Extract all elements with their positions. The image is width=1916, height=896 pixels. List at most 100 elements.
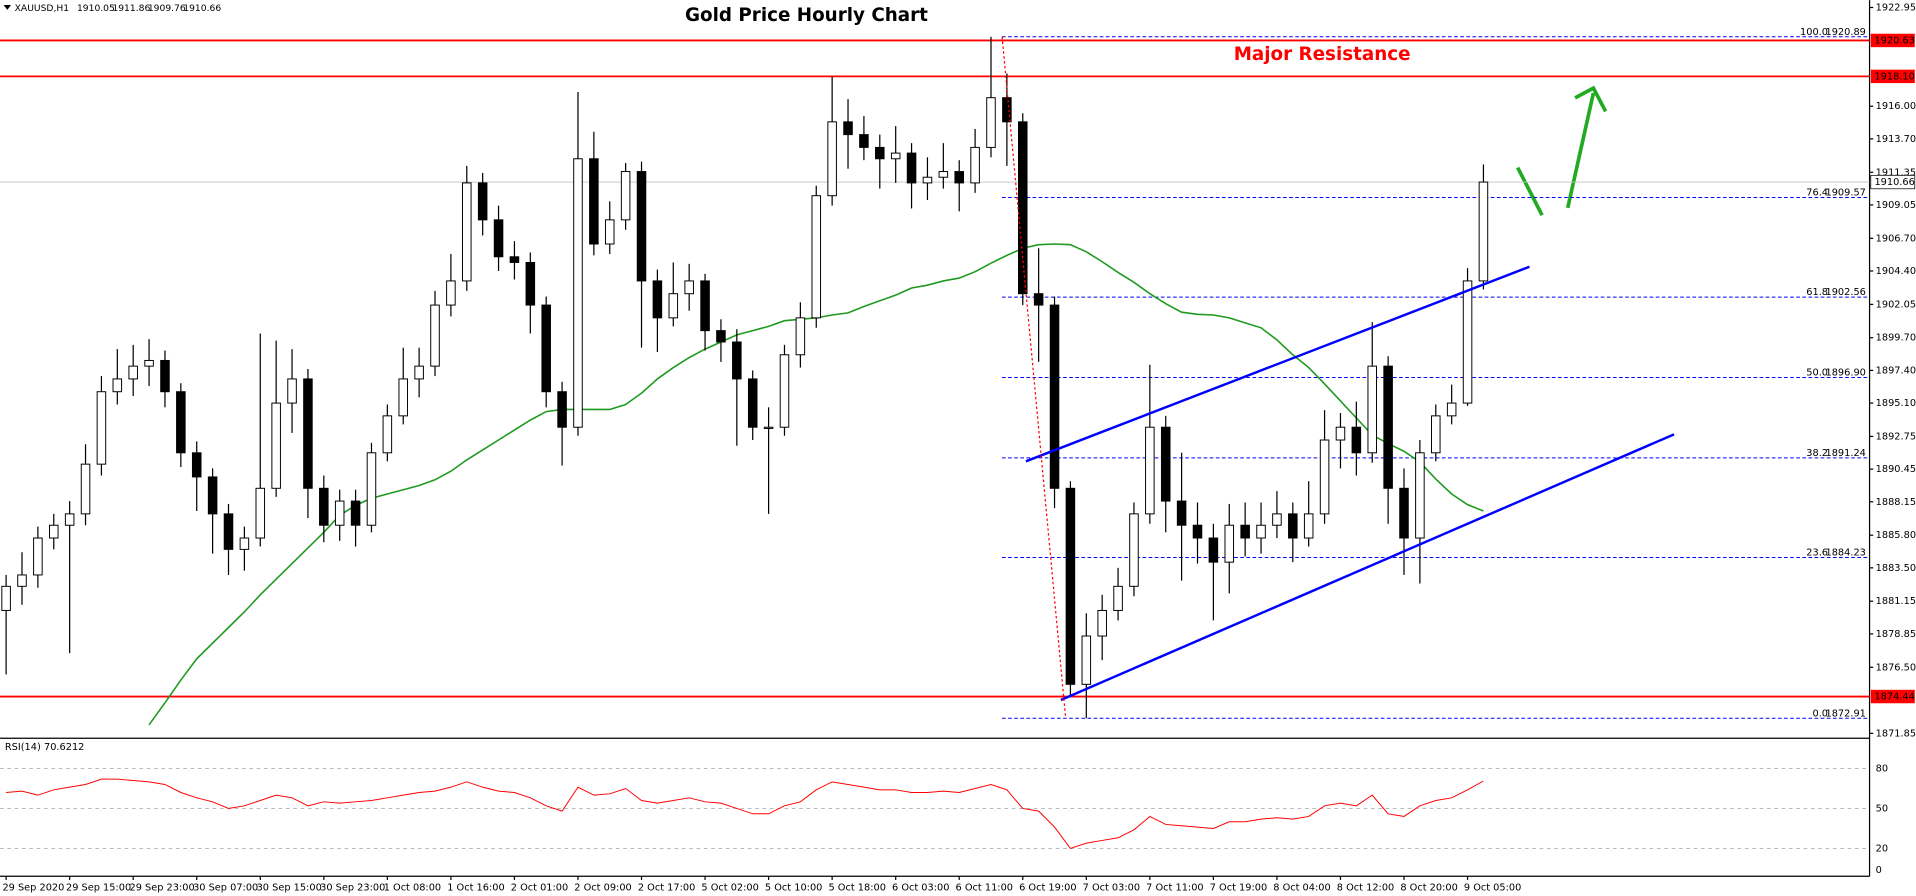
x-tick-label: 7 Oct 03:00 [1083,882,1140,893]
annotation: Major Resistance [1234,44,1411,65]
x-tick-label: 8 Oct 20:00 [1400,882,1457,893]
candle-body [700,280,710,332]
y-tick-label: 1913.70 [1876,134,1916,145]
candle-body [763,426,774,429]
y-tick-label: 1897.40 [1876,365,1916,376]
candle-body [191,452,202,478]
candle-body [1017,121,1028,295]
arrow-dip [1516,166,1544,217]
candle-body [1303,513,1314,539]
candle-body [1049,304,1060,489]
x-tick-label: 8 Oct 04:00 [1273,882,1330,893]
candle-body [1415,452,1425,539]
x-tick-label: 29 Sep 2020 [2,882,64,893]
y-tick-label: 1906.70 [1876,233,1916,244]
y-tick-label: 80 [1876,764,1888,775]
x-tick-label: 29 Sep 15:00 [66,882,131,893]
candle-body [303,378,313,489]
candle-body [1399,487,1409,539]
x-tick-label: 1 Oct 16:00 [447,882,504,893]
x-tick-label: 9 Oct 05:00 [1464,882,1521,893]
candle-body [684,280,694,295]
level-label: 1874.44 [1874,692,1914,703]
candle-body [604,219,615,245]
candle-body [96,391,107,465]
candle-body [33,537,43,576]
candle-body [414,365,424,380]
chart-title: Gold Price Hourly Chart [685,5,928,26]
arrow-up [1565,92,1596,209]
y-tick-label: 1909.05 [1876,200,1916,211]
candle-body [716,330,726,343]
candle-body [223,513,234,550]
candle-body [1335,426,1346,441]
candle-body [557,391,567,428]
x-tick-label: 2 Oct 17:00 [638,882,695,893]
candle-body [827,121,837,197]
candle-body [906,152,917,184]
y-tick-label: 1871.85 [1876,728,1916,739]
x-tick-label: 5 Oct 18:00 [828,882,885,893]
x-tick-label: 6 Oct 11:00 [956,882,1013,893]
candle-body [573,158,583,428]
x-tick-label: 30 Sep 15:00 [257,882,322,893]
candle-body [493,219,504,258]
y-tick-label: 1883.50 [1876,563,1916,574]
x-tick-label: 30 Sep 07:00 [193,882,258,893]
x-tick-label: 2 Oct 01:00 [511,882,568,893]
candle-body [176,391,186,454]
candle-body [1192,524,1203,539]
candle-body [1081,635,1092,685]
fib-ratio: 23.6 [1806,548,1828,559]
y-tick-label: 1899.70 [1876,333,1916,344]
arrow-head [1574,85,1608,113]
candle-body [1462,280,1473,404]
candle-body [1256,524,1266,539]
y-tick-label: 50 [1876,803,1888,814]
candle-body [80,463,91,515]
candle-body [525,261,536,306]
arrows [1516,85,1608,217]
candle-body [875,146,885,160]
candle-body [207,476,218,515]
candle-body [1478,181,1489,282]
candle-body [636,171,647,282]
candle-body [239,537,250,550]
fib-price: 1909.57 [1826,188,1866,199]
candle-body [859,134,869,148]
candle-body [509,256,520,263]
x-tick-label: 6 Oct 19:00 [1019,882,1076,893]
candle-body [652,280,663,319]
y-tick-label: 1922.95 [1876,2,1916,13]
candle-body [1097,609,1107,637]
candle-body [64,513,75,526]
candle-body [1002,97,1012,123]
y-tick-label: 1881.15 [1876,596,1916,607]
fib-price: 1920.89 [1826,27,1866,38]
fib-ratio: 38.2 [1806,448,1828,459]
fib-ratio: 76.4 [1806,188,1828,199]
candle-body [986,97,996,148]
price-plot [0,36,1870,726]
y-tick-label: 0 [1876,865,1882,876]
y-tick-label: 1888.15 [1876,497,1916,508]
candle-body [747,378,758,428]
candle-body [430,304,440,367]
y-tick-label: 1878.85 [1876,629,1916,640]
x-tick-label: 7 Oct 11:00 [1146,882,1203,893]
candle-body [446,280,456,306]
x-tick-label: 5 Oct 02:00 [701,882,758,893]
candle-body [1319,439,1330,515]
candle-body [1240,524,1250,539]
candle-body [160,359,170,393]
candle-body [128,365,138,380]
candle-body [1224,524,1235,563]
candle-body [589,158,599,245]
trendline [1001,36,1067,719]
y-tick-label: 1911.35 [1876,167,1916,178]
fib-price: 1872.91 [1826,708,1866,719]
candle-body [1065,487,1076,685]
candle-body [620,171,631,221]
candle-body [795,317,806,356]
